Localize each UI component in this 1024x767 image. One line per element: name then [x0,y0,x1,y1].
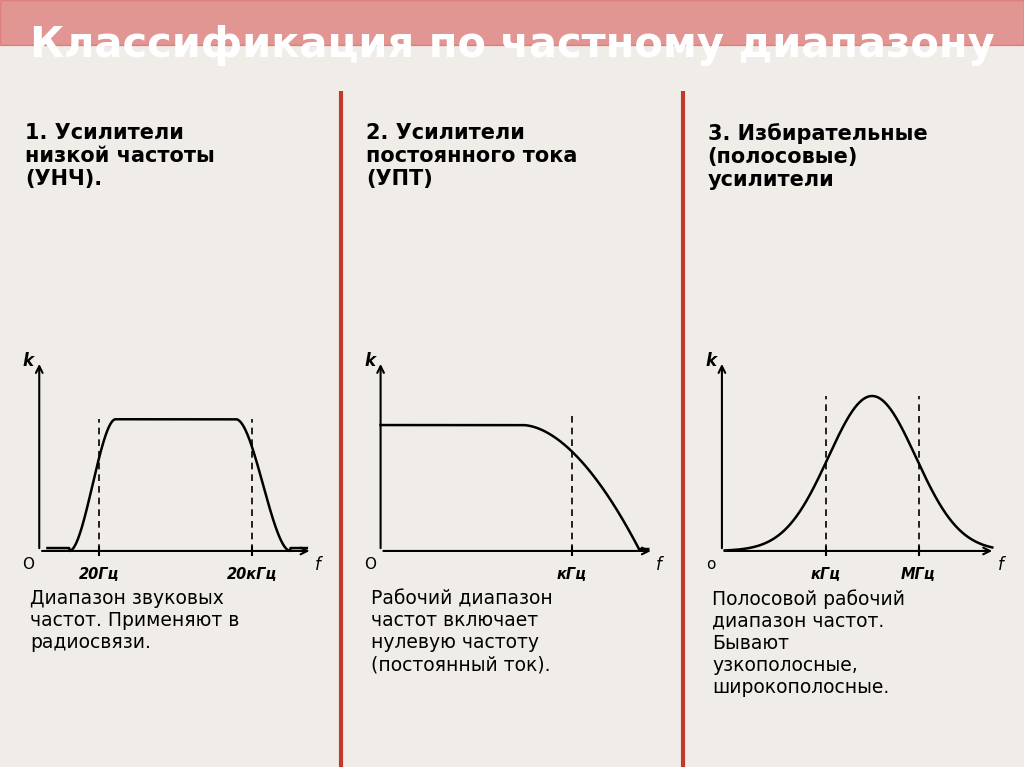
Text: k: k [23,352,34,370]
Text: f: f [997,555,1004,574]
Text: Классификация по частному диапазону: Классификация по частному диапазону [30,25,994,66]
Text: Рабочий диапазон
частот включает
нулевую частоту
(постоянный ток).: Рабочий диапазон частот включает нулевую… [371,589,553,674]
Text: f: f [314,555,321,574]
Text: о: о [707,557,716,572]
Text: О: О [364,557,376,572]
Text: Полосовой рабочий
диапазон частот.
Бывают
узкополосные,
широкополосные.: Полосовой рабочий диапазон частот. Бываю… [713,589,905,696]
Text: 2. Усилители
постоянного тока
(УПТ): 2. Усилители постоянного тока (УПТ) [367,123,578,189]
Text: 3. Избирательные
(полосовые)
усилители: 3. Избирательные (полосовые) усилители [708,123,928,190]
Text: О: О [23,557,35,572]
Text: МГц: МГц [901,568,936,582]
Text: 1. Усилители
низкой частоты
(УНЧ).: 1. Усилители низкой частоты (УНЧ). [25,123,215,189]
Text: k: k [706,352,717,370]
Text: 20кГц: 20кГц [227,568,278,582]
Bar [0,0,1024,45]
Text: 20Гц: 20Гц [79,568,120,582]
Text: Диапазон звуковых
частот. Применяют в
радиосвязи.: Диапазон звуковых частот. Применяют в ра… [30,589,240,652]
Text: кГц: кГц [811,568,841,582]
Text: k: k [365,352,375,370]
Text: f: f [656,555,663,574]
Text: кГц: кГц [557,568,587,582]
